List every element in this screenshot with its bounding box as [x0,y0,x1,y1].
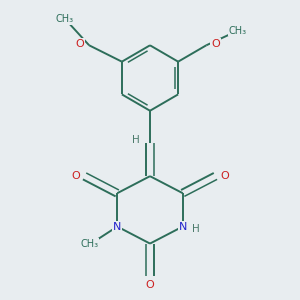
Text: CH₃: CH₃ [229,26,247,36]
Text: O: O [76,39,84,49]
Text: H: H [132,135,140,145]
Text: H: H [192,224,200,234]
Text: O: O [220,171,229,181]
Text: O: O [146,280,154,290]
Text: N: N [178,222,187,232]
Text: O: O [71,171,80,181]
Text: N: N [113,222,122,232]
Text: O: O [211,39,220,49]
Text: CH₃: CH₃ [56,14,74,24]
Text: CH₃: CH₃ [80,238,98,249]
